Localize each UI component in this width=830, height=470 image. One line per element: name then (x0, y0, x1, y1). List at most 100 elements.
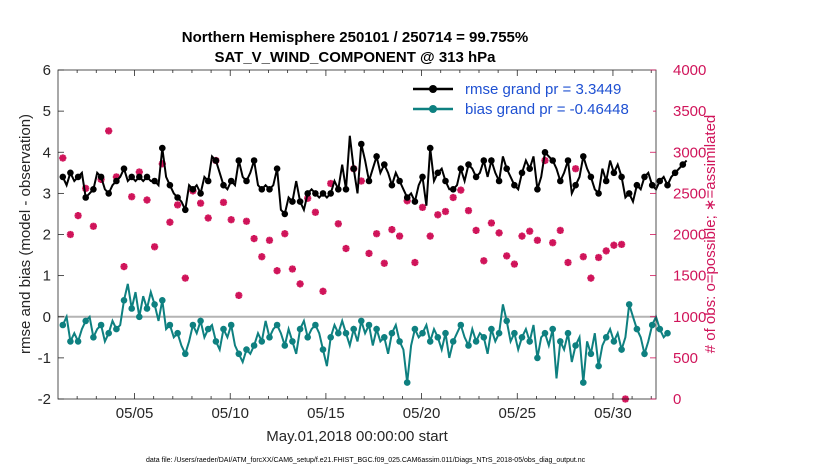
rmse-point (227, 177, 235, 185)
obs-count-marker (342, 244, 350, 253)
bias-point (541, 329, 549, 337)
bias-point (312, 321, 319, 329)
rmse-point (541, 149, 549, 156)
obs-count-marker (533, 236, 542, 244)
bias-point (419, 329, 426, 337)
obs-count-marker (579, 253, 587, 261)
obs-count-marker (250, 235, 258, 243)
rmse-point (679, 161, 687, 168)
rmse-point (618, 173, 625, 181)
obs-count-marker (388, 226, 396, 234)
bias-point (503, 317, 511, 325)
bias-point (358, 317, 365, 325)
rmse-line (61, 135, 688, 216)
x-tick-label: 05/05 (116, 405, 154, 422)
legend: rmse grand pr = 3.3449 bias grand pr = -… (410, 78, 653, 120)
obs-count-marker (258, 253, 266, 261)
bias-point (442, 329, 449, 337)
bias-point (549, 325, 556, 333)
rmse-point (426, 144, 434, 152)
bias-point (182, 350, 189, 358)
rmse-point (182, 206, 189, 214)
rmse-point (327, 190, 335, 197)
obs-count-marker (472, 226, 480, 234)
rmse-point (664, 181, 671, 189)
bias-point (403, 379, 411, 386)
legend-bias-marker (429, 105, 437, 113)
bias-point (373, 325, 380, 333)
bias-point (113, 325, 120, 333)
obs-count-marker (242, 217, 251, 225)
obs-count-marker (59, 154, 67, 162)
obs-count-marker (204, 214, 212, 222)
bias-point (120, 297, 128, 304)
obs-count-marker (518, 232, 526, 240)
bias-point (511, 329, 518, 337)
bias-point (136, 313, 143, 321)
bias-point (648, 321, 656, 329)
bias-point (59, 321, 67, 329)
chart-title-line2: SAT_V_WIND_COMPONENT @ 313 hPa (214, 49, 496, 66)
obs-count-marker (319, 287, 327, 295)
obs-count-marker (480, 257, 488, 265)
y-right-tick-label: 1500 (673, 268, 706, 285)
obs-count-marker (449, 193, 457, 202)
rmse-point (465, 161, 472, 168)
obs-count-marker (265, 236, 274, 244)
x-axis-label: May.01,2018 00:00:00 start (266, 428, 448, 445)
bias-point (396, 338, 403, 345)
rmse-point (212, 157, 220, 164)
rmse-point (641, 173, 648, 181)
rmse-point (312, 190, 319, 197)
bias-point (365, 321, 373, 329)
bias-point (495, 329, 503, 337)
bias-point (518, 334, 526, 341)
rmse-point (503, 165, 511, 172)
obs-count-marker (464, 207, 473, 215)
rmse-point (587, 173, 595, 181)
rmse-point (457, 165, 465, 172)
obs-count-marker (105, 127, 113, 135)
rmse-point (633, 181, 641, 189)
rmse-point (204, 177, 212, 185)
rmse-point (243, 177, 250, 185)
bias-point (434, 334, 442, 341)
obs-count-marker (571, 165, 580, 173)
rmse-point (388, 181, 396, 189)
rmse-point (549, 157, 556, 164)
rmse-point (82, 194, 89, 201)
obs-count-marker (365, 249, 373, 257)
bias-point (250, 342, 258, 349)
bias-point (557, 338, 564, 345)
rmse-point (511, 181, 518, 189)
rmse-point (411, 198, 419, 205)
rmse-point (289, 198, 296, 205)
rmse-point (365, 177, 373, 185)
y-right-tick-label: 2500 (673, 185, 706, 202)
rmse-point (97, 173, 105, 181)
bias-point (587, 350, 595, 358)
x-tick-label: 05/30 (594, 405, 632, 422)
obs-count-marker (273, 267, 281, 275)
rmse-point (281, 210, 289, 218)
y-right-tick-label: 3500 (673, 103, 706, 120)
obs-count-marker (457, 186, 465, 194)
obs-count-marker (587, 274, 595, 282)
bias-point (625, 301, 633, 308)
rmse-point (656, 177, 664, 185)
rmse-point (480, 157, 488, 164)
bias-point (335, 329, 342, 337)
obs-count-marker (396, 232, 404, 240)
x-tick-label: 05/10 (211, 405, 249, 422)
rmse-point (105, 190, 112, 197)
obs-count-marker (334, 220, 342, 228)
rmse-point (151, 177, 158, 185)
obs-count-marker (174, 201, 182, 209)
bias-point (411, 325, 419, 333)
bias-point (105, 329, 112, 337)
rmse-point (342, 186, 350, 193)
rmse-point (442, 177, 449, 185)
y-left-tick-label: -2 (38, 391, 51, 408)
obs-count-marker (549, 239, 557, 247)
rmse-point (534, 186, 541, 193)
